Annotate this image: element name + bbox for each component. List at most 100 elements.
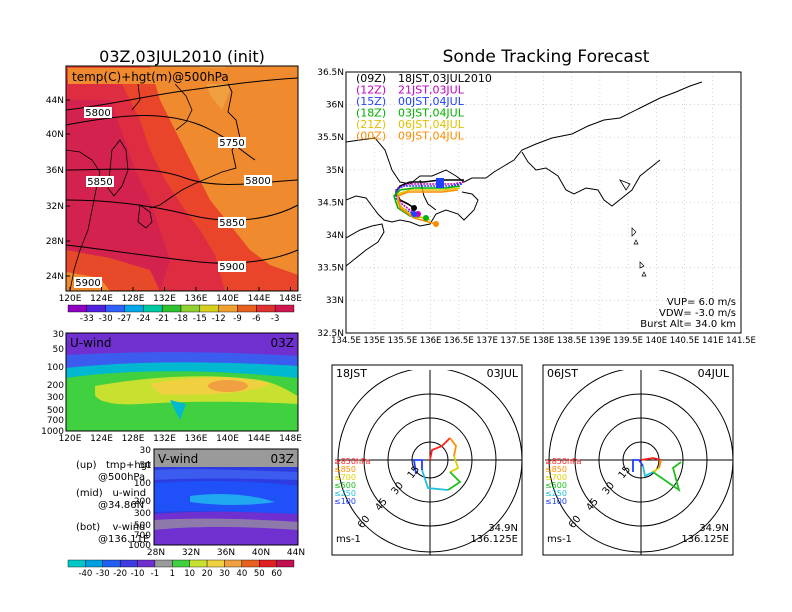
level-legend: ≤500 <box>334 481 356 490</box>
lat-label: 32N <box>46 202 64 212</box>
hodograph-date: 03JUL <box>487 367 519 380</box>
colorbar-swatch <box>274 304 295 313</box>
lon-label: 144E <box>248 434 271 444</box>
colorbar-label: 40 <box>236 569 247 579</box>
colorbar-swatch <box>241 559 260 568</box>
lat-label: 36N <box>46 166 64 176</box>
lon-label: 137.5E <box>500 336 530 346</box>
colorbar-swatch <box>259 559 277 568</box>
level-legend: ≥850hPa <box>545 457 582 466</box>
lat-label: 28N <box>147 548 165 558</box>
contour-label-bg <box>244 175 272 186</box>
hodograph-unit: ms-1 <box>547 534 572 545</box>
legend-code: (15Z) <box>356 95 386 108</box>
contour-label-bg <box>218 217 246 228</box>
trajectory-lat-labels: 36.5N 36N 35.5N 35N 34.5N 34N 33.5N 33N 32.5N <box>317 68 344 339</box>
lat-label: 33.5N <box>317 264 344 274</box>
hodograph-trace <box>429 437 451 461</box>
colorbar-label: -9 <box>233 314 241 324</box>
lon-label: 128E <box>122 294 145 304</box>
lat-label: 36N <box>326 101 344 111</box>
hodograph-lon: 136.125E <box>470 534 518 545</box>
lon-label: 124E <box>90 294 113 304</box>
lon-label: 120E <box>59 434 82 444</box>
colorbar-swatch <box>224 559 243 568</box>
pressure-label: 500 <box>134 521 151 531</box>
lon-label: 140E <box>646 336 668 346</box>
lat-label: 44N <box>46 96 64 106</box>
contour-label: 5750 <box>219 138 244 149</box>
level-legend: ≤700 <box>334 473 356 482</box>
colorbar-label: -6 <box>252 314 260 324</box>
legend-code: (09Z) <box>356 72 386 85</box>
pressure-label: 500 <box>47 406 64 416</box>
pressure-label: 700 <box>47 416 64 426</box>
colorbar-label: 10 <box>184 569 195 579</box>
colorbar-label: -3 <box>271 314 279 324</box>
colorbar-swatch <box>154 559 173 568</box>
lon-label: 135.5E <box>388 336 418 346</box>
hodograph-trace <box>449 437 457 457</box>
colorbar-swatch <box>137 559 156 568</box>
temp-map-lon-labels: 120E 124E 128E 132E 136E 140E 144E 148E <box>59 287 302 304</box>
colorbar-swatch <box>276 559 295 568</box>
colorbar-swatch <box>67 559 86 568</box>
colorbar-label: 20 <box>202 569 213 579</box>
pressure-label: 200 <box>47 381 64 391</box>
lon-label: 124E <box>90 434 113 444</box>
legend-key: (bot) <box>76 522 100 533</box>
contour-label-bg <box>218 261 246 272</box>
hodograph-lat: 34.9N <box>699 523 729 534</box>
hodograph-trace <box>447 471 462 491</box>
legend-sub: @136.11E <box>98 534 149 545</box>
colorbar-label: -24 <box>136 314 150 324</box>
colorbar-swatch <box>143 304 163 313</box>
level-legend: ≤500 <box>545 481 567 490</box>
lon-label: 120E <box>59 294 82 304</box>
legend-time: 18JST,03JUL2010 <box>398 72 492 85</box>
level-legend: ≥850hPa <box>334 457 371 466</box>
lat-label: 33N <box>326 296 344 306</box>
lat-label: 28N <box>46 237 64 247</box>
trajectory-legend: (09Z) 18JST,03JUL2010 (12Z) 21JST,03JUL (15Z… <box>356 72 492 143</box>
lon-label: 148E <box>279 294 302 304</box>
left-legend: (up) tmp+hgt@500hPa (mid) u-wind@34.86N (bot… <box>76 460 151 545</box>
contour-labels: 5800 5750 5850 5800 5850 5900 5900 <box>74 107 272 289</box>
u-wind-time: 03Z <box>271 336 295 350</box>
lat-label: 24N <box>46 272 64 282</box>
legend-desc: v-wind <box>113 522 146 533</box>
hodograph-trace <box>642 465 654 478</box>
level-legend: ≤100 <box>545 497 567 506</box>
level-legend: ≤250 <box>334 489 356 498</box>
pressure-label: 30 <box>53 330 65 340</box>
lat-label: 36N <box>217 548 235 558</box>
colorbar-swatch <box>119 559 138 568</box>
hodograph-trace <box>652 461 682 493</box>
lon-label: 137E <box>476 336 498 346</box>
lon-label: 139.5E <box>613 336 643 346</box>
level-legend: ≤700 <box>545 473 567 482</box>
hodograph-time: 18JST <box>336 367 367 380</box>
lat-label: 32.5N <box>317 329 344 339</box>
contour-label-bg <box>84 107 112 118</box>
lat-label: 35N <box>326 166 344 176</box>
lon-label: 141.5E <box>726 336 756 346</box>
lon-label: 136.5E <box>444 336 474 346</box>
level-legend: ≤250 <box>545 489 567 498</box>
lat-label: 34N <box>326 231 344 241</box>
contour-label: 5800 <box>245 176 270 187</box>
temp-map-label-bg <box>68 68 228 84</box>
lat-label: 36.5N <box>317 68 344 78</box>
lon-label: 136E <box>185 294 208 304</box>
colorbar-label: -12 <box>212 314 226 324</box>
legend-code: (21Z) <box>356 118 386 131</box>
colorbar-swatch <box>180 304 201 313</box>
colorbar-label: 30 <box>219 569 230 579</box>
lat-label: 32N <box>182 548 200 558</box>
colorbar-swatch <box>102 559 121 568</box>
colorbar-label: -30 <box>96 569 110 579</box>
v-wind-plot <box>154 449 298 545</box>
